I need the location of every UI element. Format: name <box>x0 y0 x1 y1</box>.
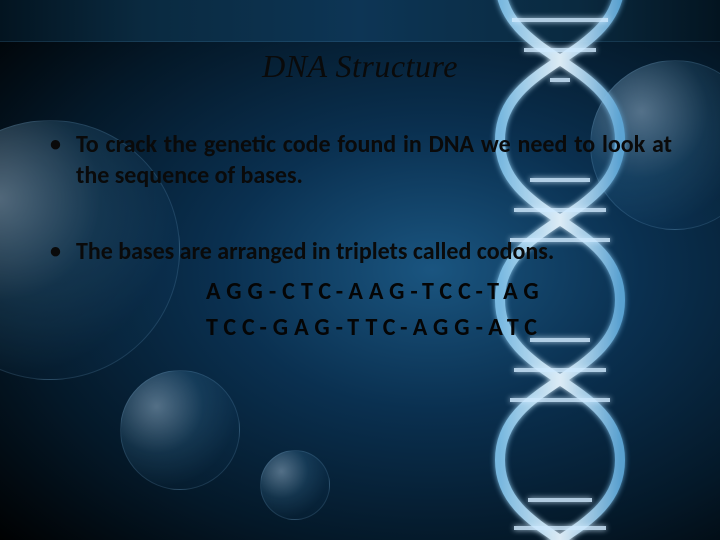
codon-line: TCC-GAG-TTC-AGG-ATC <box>206 310 672 346</box>
codon-line: AGG-CTC-AAG-TCC-TAG <box>206 274 672 310</box>
bubble-decoration <box>260 450 330 520</box>
codon-sequence-block: AGG-CTC-AAG-TCC-TAG TCC-GAG-TTC-AGG-ATC <box>76 274 672 346</box>
bullet-item: To crack the genetic code found in DNA w… <box>48 130 672 191</box>
header-band <box>0 0 720 42</box>
bullet-text: To crack the genetic code found in DNA w… <box>76 130 672 190</box>
bullet-item: The bases are arranged in triplets calle… <box>48 237 672 346</box>
slide-content: To crack the genetic code found in DNA w… <box>48 130 672 392</box>
slide-title: DNA Structure <box>0 48 720 85</box>
bullet-text: The bases are arranged in triplets calle… <box>76 237 554 266</box>
